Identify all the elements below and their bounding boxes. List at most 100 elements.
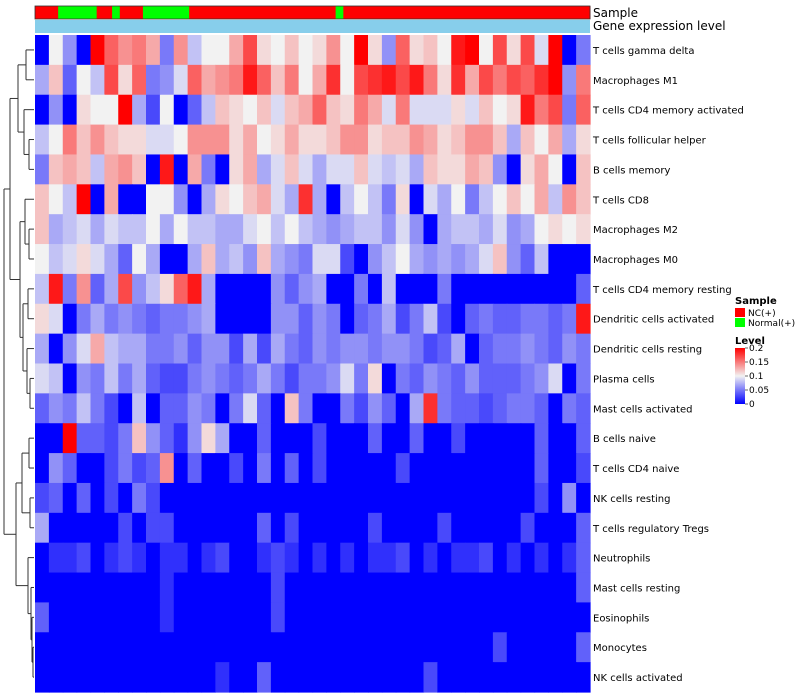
sample-track-cell xyxy=(505,6,514,19)
heatmap-cell xyxy=(173,154,189,185)
heatmap-cell xyxy=(118,184,133,215)
heatmap-cell xyxy=(520,482,536,514)
heatmap-cell xyxy=(492,512,508,544)
heatmap-cell xyxy=(132,602,147,633)
sample-track-cell xyxy=(58,6,67,19)
row-label: B cells naive xyxy=(593,434,656,445)
heatmap-cell xyxy=(465,303,480,335)
heatmap-cell xyxy=(90,64,105,96)
heatmap-cell xyxy=(257,303,272,335)
heatmap-cell xyxy=(423,572,438,604)
heatmap-cell xyxy=(368,512,383,544)
heatmap-cell xyxy=(257,572,272,604)
heatmap-cell xyxy=(395,303,411,335)
heatmap-cell xyxy=(35,214,50,245)
heatmap-cell xyxy=(215,124,230,156)
heatmap-cell xyxy=(118,512,133,544)
heatmap-cell xyxy=(257,333,272,365)
heatmap-cell xyxy=(284,184,300,215)
heatmap-cell xyxy=(62,214,78,245)
heatmap-cell xyxy=(159,662,175,693)
heatmap-cell xyxy=(548,333,563,365)
row-label: T cells follicular helper xyxy=(592,136,707,147)
heatmap-cell xyxy=(90,214,105,245)
heatmap-cell xyxy=(48,662,64,693)
heatmap-cell xyxy=(76,273,92,305)
heatmap-cell xyxy=(381,423,397,454)
heatmap-cell xyxy=(340,662,355,693)
heatmap-cell xyxy=(381,35,397,66)
heatmap-cell xyxy=(381,363,397,394)
heatmap-cell xyxy=(298,35,314,66)
heatmap-cell xyxy=(159,572,175,604)
heatmap-cell xyxy=(132,184,147,215)
heatmap-cell xyxy=(159,94,175,126)
heatmap-cell xyxy=(48,542,64,574)
heatmap-cell xyxy=(381,333,397,365)
heatmap-cell xyxy=(423,482,438,514)
heatmap-cell xyxy=(118,602,133,633)
heatmap-cell xyxy=(35,244,50,275)
heatmap-cell xyxy=(534,393,549,424)
heatmap-cell xyxy=(548,124,563,156)
heatmap-cell xyxy=(562,124,577,156)
heatmap-cell xyxy=(562,542,577,574)
heatmap-cell xyxy=(270,333,286,365)
heatmap-cell xyxy=(201,124,216,156)
sample-track-frame xyxy=(34,5,591,20)
heatmap-cell xyxy=(118,333,133,365)
heatmap-cell xyxy=(229,572,244,604)
sample-track-cell xyxy=(451,6,460,19)
heatmap-cell xyxy=(270,154,286,185)
heatmap-cell xyxy=(354,94,369,126)
sample-track-cell xyxy=(50,6,59,19)
heatmap-cell xyxy=(465,453,480,484)
row-labels: T cells gamma delta Macrophages M1 T cells… xyxy=(592,46,744,684)
heatmap-cell xyxy=(187,662,203,693)
heatmap-cell xyxy=(506,303,522,335)
heatmap-cell xyxy=(354,542,369,574)
heatmap-cell xyxy=(146,632,161,663)
heatmap-cell xyxy=(215,64,230,96)
heatmap-cell xyxy=(534,64,549,96)
heatmap-cell xyxy=(326,423,341,454)
heatmap-cell xyxy=(284,273,300,305)
heatmap-cell xyxy=(229,184,244,215)
heatmap-cell xyxy=(395,214,411,245)
heatmap-cell xyxy=(451,393,466,424)
heatmap-cell xyxy=(62,482,78,514)
heatmap-cell xyxy=(381,662,397,693)
heatmap-cell xyxy=(381,303,397,335)
heatmap-cell xyxy=(492,333,508,365)
heatmap-cell xyxy=(506,64,522,96)
heatmap-cell xyxy=(576,154,591,185)
heatmap-cell xyxy=(284,453,300,484)
sample-track-cell xyxy=(443,6,452,19)
heatmap-cell xyxy=(423,64,438,96)
heatmap-cell xyxy=(187,542,203,574)
heatmap-cell xyxy=(326,453,341,484)
sample-track-cell xyxy=(196,6,206,19)
heatmap-cell xyxy=(173,244,189,275)
heatmap-cell xyxy=(368,184,383,215)
level-tick-label: 0.2 xyxy=(749,344,763,354)
heatmap-cell xyxy=(159,124,175,156)
heatmap-cell xyxy=(479,572,494,604)
heatmap-cell xyxy=(395,512,411,544)
heatmap-cell xyxy=(492,542,508,574)
heatmap-cell xyxy=(576,602,591,633)
heatmap-cell xyxy=(146,602,161,633)
heatmap-cell xyxy=(118,542,133,574)
sample-track-cell xyxy=(81,6,90,19)
heatmap-cell xyxy=(146,542,161,574)
heatmap-cell xyxy=(465,273,480,305)
heatmap-cell xyxy=(506,453,522,484)
sample-track-cell xyxy=(119,6,128,19)
heatmap-cell xyxy=(437,662,452,693)
heatmap-cell xyxy=(576,423,591,454)
heatmap-cell xyxy=(257,482,272,514)
sample-track-cell xyxy=(559,6,568,19)
heatmap-cell xyxy=(132,662,147,693)
heatmap-cell xyxy=(437,214,452,245)
heatmap-cell xyxy=(409,602,425,633)
